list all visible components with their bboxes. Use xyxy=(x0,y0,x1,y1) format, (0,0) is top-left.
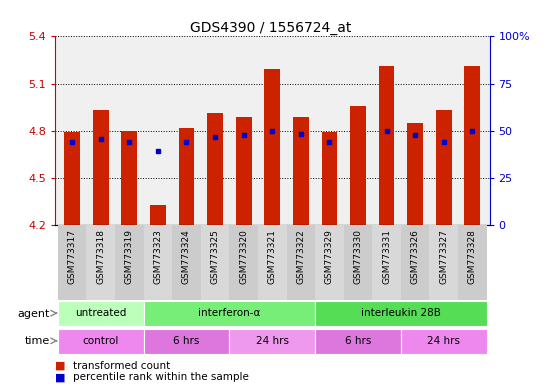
FancyBboxPatch shape xyxy=(229,225,258,300)
Bar xyxy=(207,113,223,225)
Text: ■: ■ xyxy=(55,361,65,371)
Text: GSM773331: GSM773331 xyxy=(382,229,391,284)
Text: GSM773329: GSM773329 xyxy=(325,229,334,284)
Bar xyxy=(236,117,251,225)
FancyBboxPatch shape xyxy=(344,225,372,300)
Text: 6 hrs: 6 hrs xyxy=(345,336,371,346)
Text: interferon-α: interferon-α xyxy=(198,308,261,318)
Bar xyxy=(379,66,394,225)
Text: transformed count: transformed count xyxy=(73,361,170,371)
Text: 24 hrs: 24 hrs xyxy=(256,336,289,346)
Bar xyxy=(350,106,366,225)
Text: 6 hrs: 6 hrs xyxy=(173,336,200,346)
Bar xyxy=(179,127,194,225)
FancyBboxPatch shape xyxy=(315,225,344,300)
Text: control: control xyxy=(82,336,119,346)
FancyBboxPatch shape xyxy=(144,301,315,326)
Text: GSM773319: GSM773319 xyxy=(125,229,134,284)
Text: GSM773317: GSM773317 xyxy=(68,229,76,284)
Bar xyxy=(64,132,80,225)
FancyBboxPatch shape xyxy=(86,225,115,300)
FancyBboxPatch shape xyxy=(430,225,458,300)
Text: GSM773327: GSM773327 xyxy=(439,229,448,284)
FancyBboxPatch shape xyxy=(401,225,430,300)
Text: GSM773326: GSM773326 xyxy=(411,229,420,284)
FancyBboxPatch shape xyxy=(229,329,315,354)
FancyBboxPatch shape xyxy=(115,225,144,300)
FancyBboxPatch shape xyxy=(372,225,401,300)
Text: time: time xyxy=(24,336,50,346)
Bar xyxy=(436,110,452,225)
Text: ■: ■ xyxy=(55,372,65,382)
FancyBboxPatch shape xyxy=(315,329,401,354)
FancyBboxPatch shape xyxy=(58,301,144,326)
Bar xyxy=(465,66,480,225)
FancyBboxPatch shape xyxy=(258,225,287,300)
Text: GSM773320: GSM773320 xyxy=(239,229,248,284)
FancyBboxPatch shape xyxy=(401,329,487,354)
FancyBboxPatch shape xyxy=(201,225,229,300)
FancyBboxPatch shape xyxy=(144,329,229,354)
Text: interleukin 28B: interleukin 28B xyxy=(361,308,441,318)
Bar xyxy=(322,132,337,225)
Text: GSM773324: GSM773324 xyxy=(182,229,191,283)
Bar xyxy=(93,110,108,225)
Text: GSM773330: GSM773330 xyxy=(354,229,362,284)
Text: untreated: untreated xyxy=(75,308,127,318)
Bar xyxy=(150,205,166,225)
FancyBboxPatch shape xyxy=(315,301,487,326)
Text: GSM773321: GSM773321 xyxy=(268,229,277,284)
FancyBboxPatch shape xyxy=(287,225,315,300)
FancyBboxPatch shape xyxy=(58,225,86,300)
Text: 24 hrs: 24 hrs xyxy=(427,336,460,346)
Text: GSM773322: GSM773322 xyxy=(296,229,305,283)
Text: GSM773325: GSM773325 xyxy=(211,229,219,284)
Text: GSM773323: GSM773323 xyxy=(153,229,162,284)
Text: agent: agent xyxy=(17,309,50,319)
FancyBboxPatch shape xyxy=(458,225,487,300)
Text: GDS4390 / 1556724_at: GDS4390 / 1556724_at xyxy=(190,21,351,35)
FancyBboxPatch shape xyxy=(172,225,201,300)
Text: percentile rank within the sample: percentile rank within the sample xyxy=(73,372,249,382)
Bar xyxy=(122,131,137,225)
Text: GSM773328: GSM773328 xyxy=(468,229,477,284)
FancyBboxPatch shape xyxy=(144,225,172,300)
FancyBboxPatch shape xyxy=(58,329,144,354)
Bar xyxy=(265,70,280,225)
Text: GSM773318: GSM773318 xyxy=(96,229,105,284)
Bar xyxy=(293,117,309,225)
Bar xyxy=(408,123,423,225)
